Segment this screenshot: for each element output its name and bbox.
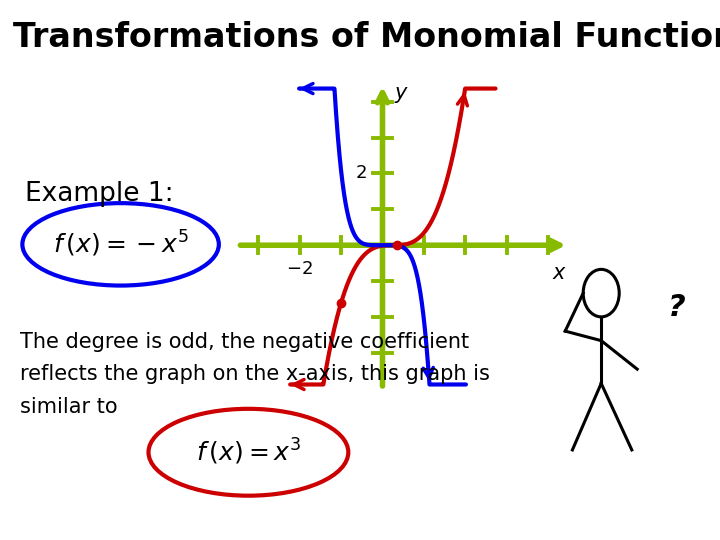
Text: Example 1:: Example 1: (25, 181, 174, 207)
Text: $-2$: $-2$ (287, 260, 313, 278)
Text: $f\,(x) = x^3$: $f\,(x) = x^3$ (196, 437, 301, 467)
Text: Transformations of Monomial Functions: Transformations of Monomial Functions (13, 21, 720, 54)
Text: reflects the graph on the x-axis, this graph is: reflects the graph on the x-axis, this g… (20, 364, 490, 384)
Text: $x$: $x$ (552, 263, 567, 283)
Text: $f\,(x) = -x^5$: $f\,(x) = -x^5$ (53, 230, 189, 259)
Text: 2: 2 (355, 165, 366, 183)
Text: similar to: similar to (20, 397, 118, 417)
Text: The degree is odd, the negative coefficient: The degree is odd, the negative coeffici… (20, 332, 469, 352)
Text: ?: ? (668, 293, 685, 322)
Text: $y$: $y$ (394, 85, 409, 105)
